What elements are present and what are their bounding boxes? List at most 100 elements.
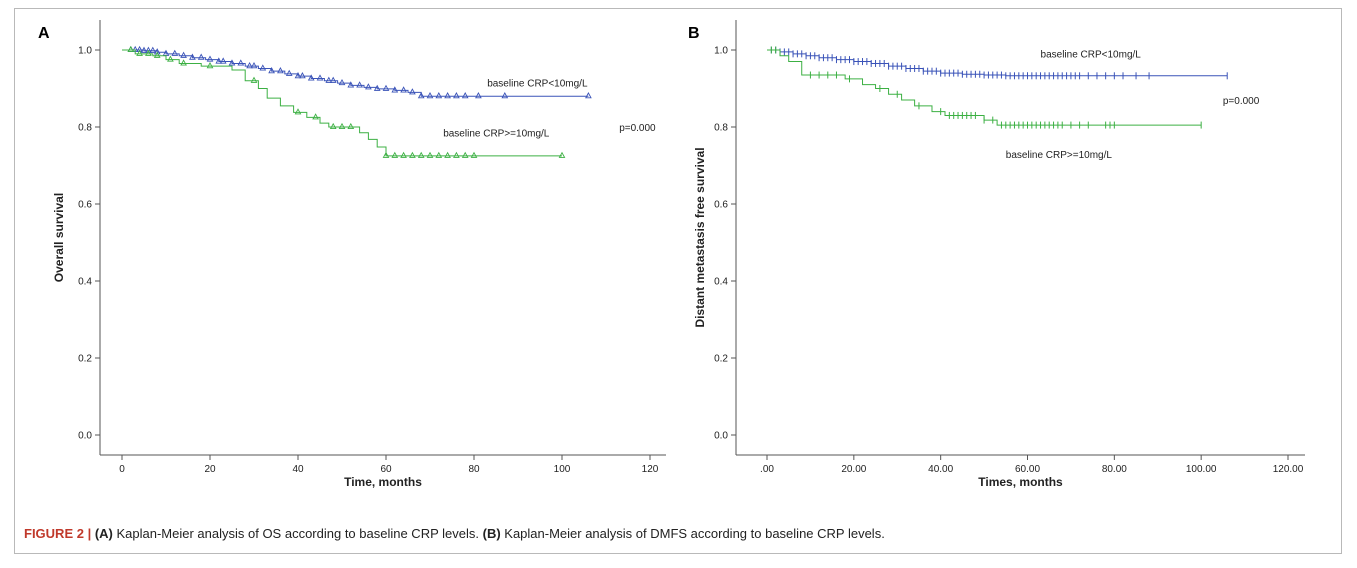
censor-mark xyxy=(206,62,214,69)
y-axis-title: Distant metastasis free survival xyxy=(693,147,707,327)
x-tick-label: 80 xyxy=(468,464,480,475)
y-tick-label: 0.4 xyxy=(714,277,728,288)
x-axis-title: Times, months xyxy=(978,475,1063,489)
figure-frame xyxy=(14,8,1342,554)
y-axis-title: Overall survival xyxy=(52,193,66,282)
caption-prefix: FIGURE 2 | xyxy=(24,526,92,541)
censor-mark xyxy=(325,76,333,83)
series-low-crp xyxy=(767,46,1228,80)
censor-mark xyxy=(409,151,416,158)
censor-mark xyxy=(435,151,443,158)
y-tick-label: 0.6 xyxy=(78,200,92,211)
censor-mark xyxy=(145,49,152,56)
censor-mark xyxy=(127,45,135,53)
x-axis-title: Time, months xyxy=(344,475,422,489)
censor-mark xyxy=(140,46,148,53)
x-tick-label: 100.00 xyxy=(1186,464,1217,475)
x-tick-label: 80.00 xyxy=(1102,464,1127,475)
censor-mark xyxy=(197,53,205,60)
censor-mark xyxy=(453,151,460,158)
censor-mark xyxy=(347,122,355,130)
caption-b-text: Kaplan-Meier analysis of DMFS according … xyxy=(500,526,885,541)
censor-mark xyxy=(417,151,425,158)
censor-mark xyxy=(382,84,390,91)
censor-mark xyxy=(312,113,319,120)
censor-mark xyxy=(338,78,346,86)
censor-mark xyxy=(356,81,363,88)
censor-mark xyxy=(307,74,315,81)
censor-mark xyxy=(382,151,390,158)
y-tick-label: 0.0 xyxy=(78,431,92,442)
censor-mark xyxy=(391,151,399,158)
censor-mark xyxy=(237,59,245,66)
censor-mark xyxy=(417,92,425,99)
censor-mark xyxy=(277,67,284,74)
censor-mark xyxy=(470,151,478,158)
x-tick-label: 20.00 xyxy=(841,464,866,475)
series-high-crp xyxy=(767,46,1202,129)
censor-mark xyxy=(426,92,434,99)
censor-mark xyxy=(338,122,346,130)
y-tick-label: 0.0 xyxy=(714,431,728,442)
censor-mark xyxy=(259,64,267,71)
censor-mark xyxy=(426,151,434,158)
censor-mark xyxy=(145,46,152,53)
survival-step-line xyxy=(767,49,1202,126)
censor-mark xyxy=(171,49,179,56)
y-tick-label: 0.2 xyxy=(78,354,92,365)
caption-a-text: Kaplan-Meier analysis of OS according to… xyxy=(112,526,483,541)
censor-mark xyxy=(444,92,451,99)
annotation: baseline CRP>=10mg/L xyxy=(1006,150,1113,161)
x-tick-label: 120.00 xyxy=(1273,464,1304,475)
censor-mark xyxy=(316,74,324,81)
censor-mark xyxy=(228,59,236,66)
series-high-crp xyxy=(122,45,566,158)
censor-mark xyxy=(153,51,161,58)
censor-mark xyxy=(585,92,592,99)
x-tick-label: 100 xyxy=(554,464,571,475)
censor-mark xyxy=(180,51,187,58)
censor-mark xyxy=(215,57,223,64)
series-low-crp xyxy=(122,45,592,99)
censor-mark xyxy=(153,48,161,55)
caption-a-label: (A) xyxy=(94,526,113,541)
censor-mark xyxy=(391,86,399,93)
x-tick-label: .00 xyxy=(760,464,774,475)
censor-mark xyxy=(365,83,372,90)
censor-mark xyxy=(329,122,337,130)
survival-step-line xyxy=(122,49,562,157)
censor-mark xyxy=(136,49,143,56)
censor-mark xyxy=(250,76,258,83)
y-tick-label: 1.0 xyxy=(714,46,728,57)
panel-a: A 0.0 0.2 0.4 0.6 0.8 1.0 0 20 40 60 80 100 120 Time, … xyxy=(38,20,666,489)
panel-b: B 0.0 0.2 0.4 0.6 0.8 1.0 .00 20.00 40.00 60.00 80.… xyxy=(688,20,1305,489)
censor-mark xyxy=(400,151,407,158)
censor-mark xyxy=(461,151,469,158)
censor-mark xyxy=(294,108,302,115)
censor-mark xyxy=(250,62,258,69)
censor-mark xyxy=(285,69,293,76)
x-tick-label: 60 xyxy=(380,464,392,475)
censor-mark xyxy=(167,55,174,62)
censor-mark xyxy=(435,92,443,99)
censor-mark xyxy=(294,72,302,79)
annotation: baseline CRP<10mg/L xyxy=(487,79,588,90)
censor-mark xyxy=(246,62,253,69)
x-tick-label: 40 xyxy=(292,464,304,475)
censor-mark xyxy=(453,92,460,99)
censor-mark xyxy=(206,55,214,62)
censor-mark xyxy=(180,59,187,66)
annotation: baseline CRP<10mg/L xyxy=(1041,50,1142,61)
annotation: baseline CRP>=10mg/L xyxy=(443,129,550,140)
y-tick-label: 0.6 xyxy=(714,200,728,211)
censor-mark xyxy=(268,67,275,74)
censor-mark xyxy=(373,84,381,91)
censor-mark xyxy=(475,92,482,99)
x-tick-label: 120 xyxy=(642,464,659,475)
censor-mark xyxy=(149,46,157,53)
censor-mark xyxy=(501,92,509,99)
censor-mark xyxy=(329,76,337,83)
censor-mark xyxy=(136,45,143,53)
